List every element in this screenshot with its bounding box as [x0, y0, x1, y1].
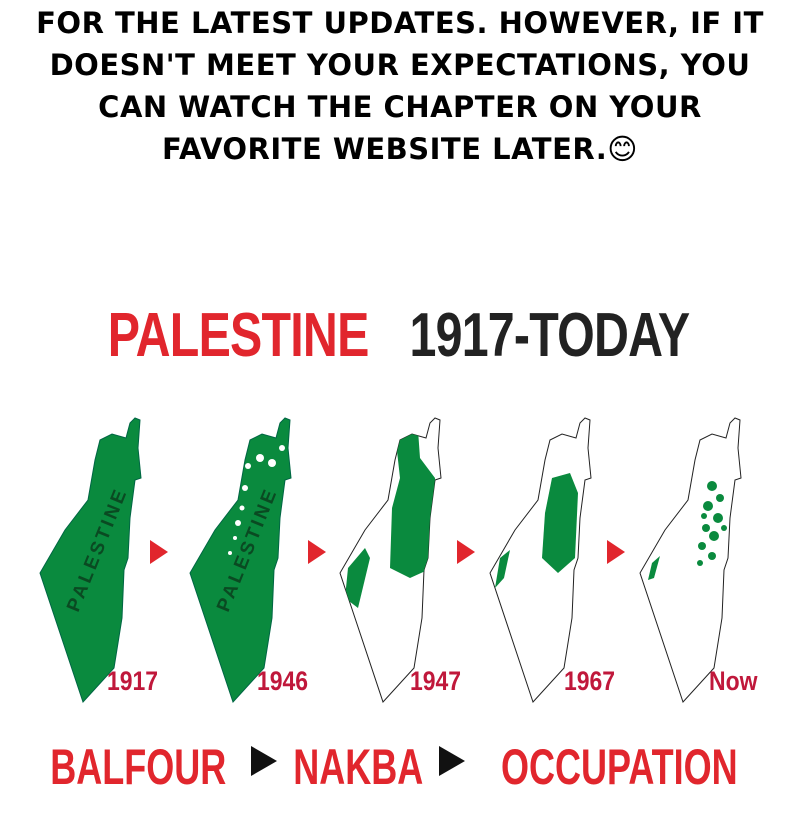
caption-line: FOR THE LATEST UPDATES. HOWEVER, IF IT: [36, 6, 764, 40]
title-years: 1917-TODAY: [409, 301, 690, 370]
year-1946: 1946: [257, 666, 309, 696]
maps-sequence: PALESTINE PALESTINE: [39, 417, 742, 703]
map-1947: [339, 417, 442, 703]
map-now: [639, 417, 742, 703]
play-triangle-icon: [251, 746, 278, 776]
caption-text: FOR THE LATEST UPDATES. HOWEVER, IF IT D…: [0, 2, 800, 170]
caption-line: FAVORITE WEBSITE LATER.😊: [162, 132, 638, 166]
year-1967: 1967: [564, 666, 616, 696]
word-occupation: OCCUPATION: [501, 739, 738, 795]
bottom-slogan: BALFOUR NAKBA OCCUPATION: [0, 738, 800, 796]
arrow-icon: [308, 540, 326, 564]
year-1947: 1947: [410, 666, 462, 696]
word-balfour: BALFOUR: [50, 739, 227, 795]
word-nakba: NAKBA: [292, 739, 423, 795]
arrow-icon: [150, 540, 168, 564]
caption-line: CAN WATCH THE CHAPTER ON YOUR: [98, 90, 702, 124]
arrow-icon: [607, 540, 625, 564]
map-1967: [489, 417, 592, 703]
play-triangle-icon: [438, 746, 465, 776]
year-1917: 1917: [107, 666, 159, 696]
caption-line: DOESN'T MEET YOUR EXPECTATIONS, YOU: [49, 48, 751, 82]
map-1946: PALESTINE: [189, 417, 292, 703]
map-1917: PALESTINE: [39, 417, 142, 703]
infographic-title: PALESTINE 1917-TODAY: [0, 300, 800, 371]
arrow-icon: [457, 540, 475, 564]
title-palestine: PALESTINE: [107, 301, 370, 370]
year-now: Now: [709, 666, 758, 696]
